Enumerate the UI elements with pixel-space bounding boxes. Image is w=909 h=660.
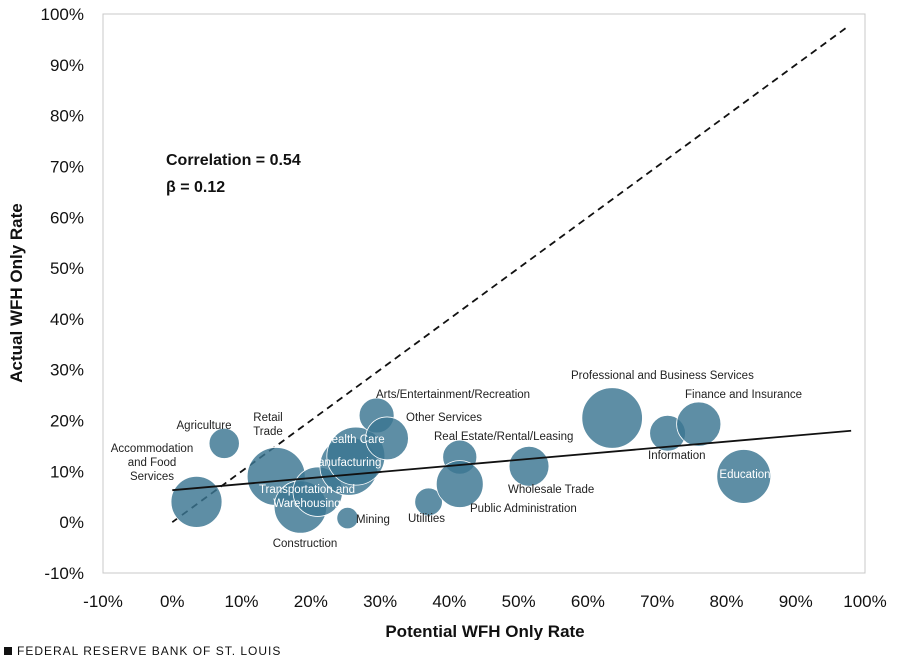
x-tick-label: 20% [294,592,328,611]
bubble-label: Construction [273,538,338,550]
bubble-label: Accommodation and Food Services [111,443,193,483]
bubble-label: Finance and Insurance [685,389,802,401]
plot-area-border [102,13,866,574]
y-tick-label: 20% [50,412,84,431]
y-tick-label: 100% [41,5,84,24]
bubble-point [716,449,772,504]
x-tick-label: 70% [640,592,674,611]
bubble-label: Wholesale Trade [508,484,594,496]
x-tick-label: 10% [225,592,259,611]
bubble-point [170,475,223,528]
bubble-point [336,507,359,530]
bubble-label: Agriculture [177,420,232,432]
x-tick-label: 90% [779,592,813,611]
y-tick-label: 30% [50,361,84,380]
bubble-label: Real Estate/Rental/Leasing [434,431,573,443]
bubble-label: Health Care [323,434,384,446]
bubble-point [581,387,643,449]
regression-fit-line [172,429,852,492]
bubble-point [435,460,484,508]
bubble-label: Retail Trade [253,412,283,438]
x-tick-label: 30% [363,592,397,611]
x-tick-label: 40% [432,592,466,611]
bubble-label: Utilities [408,513,445,525]
bubble-point [365,416,409,461]
footer-source-text: FEDERAL RESERVE BANK OF ST. LOUIS [17,644,282,658]
x-tick-label: -10% [83,592,123,611]
wfh-bubble-chart: -10% 0% 10% 20% 30% 40% 50% 60% 70% 80% 90% 100% -1… [7,5,887,640]
y-tick-label: -10% [44,564,84,583]
x-tick-label: 50% [502,592,536,611]
equality-reference-line [171,25,849,523]
bubble-label: Arts/Entertainment/Recreation [376,389,530,401]
beta-annotation: β = 0.12 [166,179,225,196]
bubble-label: Education [719,469,770,481]
y-tick-label: 70% [50,157,84,176]
bubble-label: Public Administration [470,503,577,515]
bubble-point [676,401,722,447]
y-tick-label: 90% [50,56,84,75]
footer-square-icon [4,647,12,655]
bubble-label: Information [648,450,706,462]
y-tick-label: 50% [50,259,84,278]
y-tick-label: 10% [50,462,84,481]
x-axis-title: Potential WFH Only Rate [385,622,584,640]
correlation-annotation: Correlation = 0.54 [166,152,301,169]
x-tick-label: 60% [571,592,605,611]
y-tick-label: 60% [50,208,84,227]
bubble-label: Manufacturing [309,457,382,469]
y-tick-label: 80% [50,107,84,126]
y-axis-title: Actual WFH Only Rate [7,203,26,382]
x-tick-label: 100% [843,592,886,611]
bubble-point [508,445,550,487]
source-footer: FEDERAL RESERVE BANK OF ST. LOUIS [4,644,281,658]
bubble-point [414,487,443,517]
bubble-label: Professional and Business Services [571,370,754,382]
bubble-label: Other Services [406,412,482,424]
y-tick-label: 0% [59,513,84,532]
x-tick-label: 0% [160,592,185,611]
bubble-label: Mining [356,514,390,526]
bubble-label: Transportation and Warehousing [259,484,355,510]
bubble-point [208,427,240,459]
x-tick-label: 80% [709,592,743,611]
y-tick-label: 40% [50,310,84,329]
